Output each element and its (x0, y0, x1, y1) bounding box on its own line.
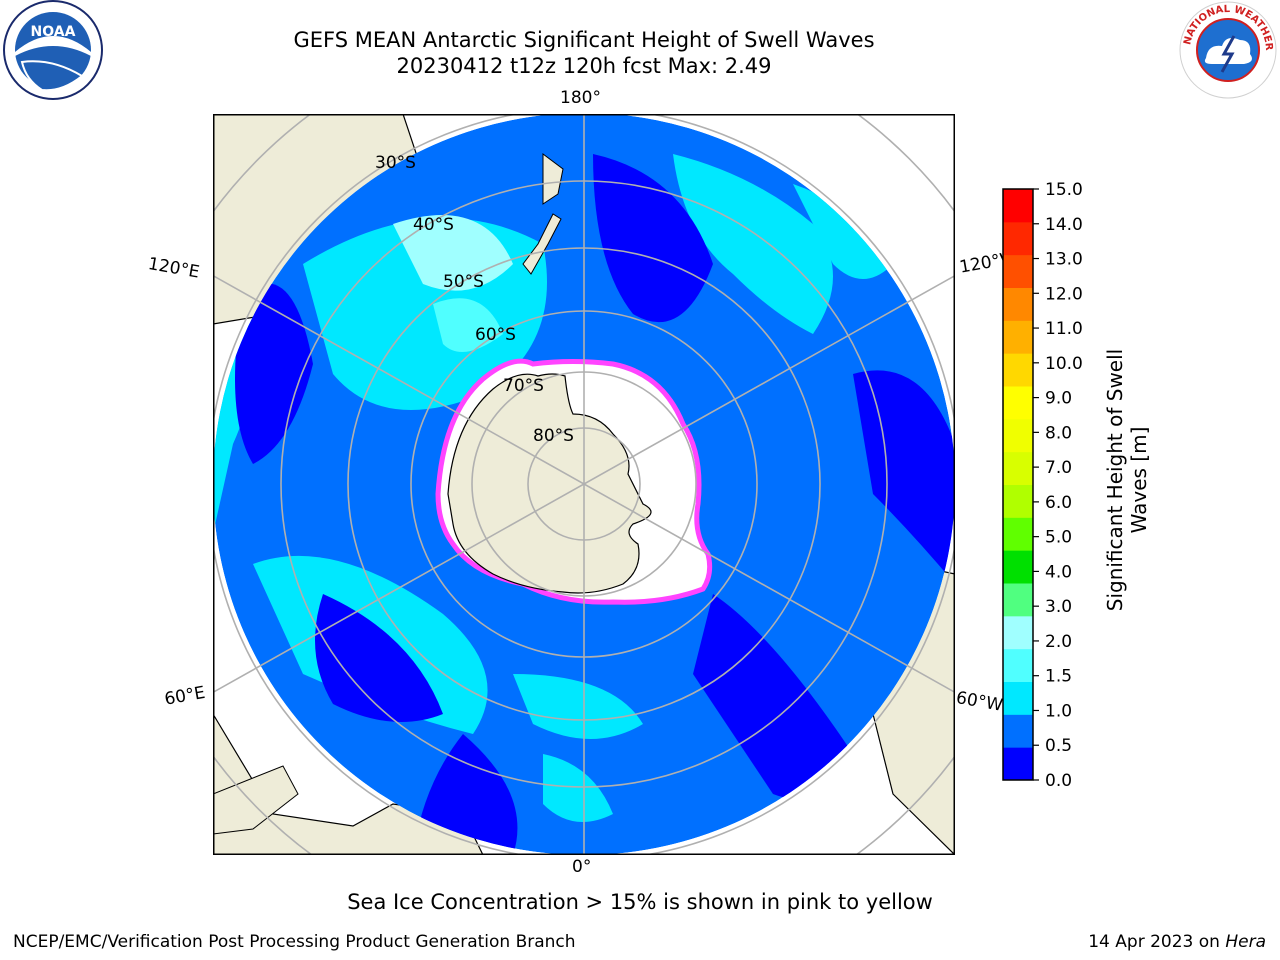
colorbar-tick-label: 5.0 (1045, 528, 1072, 548)
colorbar-tick-label: 4.0 (1045, 562, 1072, 582)
colorbar-tick-label: 13.0 (1045, 250, 1083, 270)
run-date-text: 14 Apr 2023 on (1088, 932, 1226, 952)
colorbar-tick-label: 15.0 (1045, 180, 1083, 200)
colorbar-frame (1002, 188, 1034, 781)
nws-logo: NATIONAL WEATHER SERVICE (1178, 0, 1277, 99)
lon-label-180: 180° (560, 88, 601, 108)
colorbar-bin (1003, 189, 1033, 223)
colorbar-bin (1003, 550, 1033, 584)
graticule (213, 114, 955, 855)
colorbar-bin (1003, 418, 1033, 453)
colorbar: 0.0 0.5 1.0 1.5 2.0 3.0 4.0 5.0 6.0 7.0 8.0 9.0 10.0… (1002, 180, 1083, 790)
polar-map: 30°S 40°S 50°S 60°S 70°S 80°S (213, 114, 955, 855)
colorbar-tick-label: 0.0 (1045, 771, 1072, 790)
colorbar-bin (1003, 583, 1033, 617)
sea-ice-note: Sea Ice Concentration > 15% is shown in … (347, 890, 933, 914)
lat-label-40s: 40°S (413, 215, 454, 235)
chart-subtitle: 20230412 t12z 120h fcst Max: 2.49 (396, 54, 772, 78)
noaa-logo: NOAA (3, 0, 103, 100)
colorbar-label: Significant Height of Swell Waves [m] (1103, 348, 1151, 612)
noaa-logo-text: NOAA (31, 24, 76, 40)
colorbar-tick-label: 7.0 (1045, 458, 1072, 478)
new-zealand-land (522, 153, 564, 275)
colorbar-bin (1003, 615, 1033, 650)
run-date: 14 Apr 2023 on Hera (1088, 932, 1266, 952)
colorbar-bin (1003, 484, 1033, 518)
colorbar-bin (1003, 353, 1033, 387)
colorbar-bin (1003, 517, 1033, 551)
lat-label-70s: 70°S (503, 376, 544, 396)
colorbar-bin (1003, 714, 1033, 748)
lat-label-60s: 60°S (475, 325, 516, 345)
lon-label-60w: 60°W (954, 688, 1005, 716)
colorbar-bin (1003, 287, 1033, 321)
chart-title: GEFS MEAN Antarctic Significant Height o… (293, 28, 875, 52)
colorbar-bin (1003, 747, 1033, 781)
colorbar-bin (1003, 221, 1033, 256)
lon-label-60e: 60°E (163, 682, 207, 710)
colorbar-tick-label: 6.0 (1045, 493, 1072, 513)
colorbar-tick-label: 3.0 (1045, 597, 1072, 617)
credit-text: NCEP/EMC/Verification Post Processing Pr… (13, 932, 576, 952)
run-date-machine: Hera (1225, 932, 1266, 952)
colorbar-bin (1003, 451, 1033, 485)
colorbar-tick-label: 11.0 (1045, 319, 1083, 339)
lon-label-0: 0° (572, 857, 592, 877)
colorbar-tick-label: 1.0 (1045, 701, 1072, 721)
colorbar-tick-label: 2.0 (1045, 632, 1072, 652)
colorbar-tick-label: 12.0 (1045, 284, 1083, 304)
colorbar-tick-label: 10.0 (1045, 354, 1083, 374)
lon-label-120e: 120°E (146, 254, 201, 283)
colorbar-tick-label: 14.0 (1045, 215, 1083, 235)
lat-label-80s: 80°S (533, 426, 574, 446)
colorbar-bin (1003, 681, 1033, 715)
colorbar-bin (1003, 254, 1033, 288)
colorbar-tick-label: 8.0 (1045, 423, 1072, 443)
colorbar-bin (1003, 648, 1033, 682)
colorbar-tick-label: 0.5 (1045, 736, 1072, 756)
colorbar-bin (1003, 320, 1033, 354)
map-frame (213, 114, 955, 855)
colorbar-bin (1003, 386, 1033, 420)
lat-label-30s: 30°S (375, 153, 416, 173)
colorbar-tick-label: 1.5 (1045, 667, 1072, 687)
lat-label-50s: 50°S (443, 272, 484, 292)
madagascar-land (213, 765, 299, 835)
colorbar-tick-label: 9.0 (1045, 389, 1072, 409)
